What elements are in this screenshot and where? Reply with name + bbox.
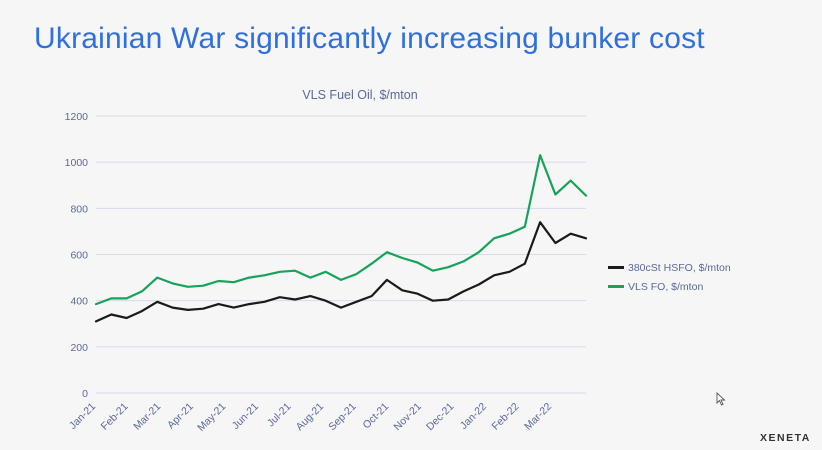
series-line-hsfo [94, 221, 588, 323]
y-axis-tick-labels: 0 200 400 600 800 1000 1200 [65, 111, 89, 400]
x-tick-label: Feb-21 [99, 401, 131, 433]
x-tick-label: Jul-21 [265, 401, 294, 430]
y-tick-label: 1000 [65, 157, 89, 169]
y-tick-label: 400 [70, 296, 88, 308]
mouse-cursor-icon [716, 392, 726, 406]
y-tick-label: 800 [70, 203, 88, 215]
x-tick-label: Jan-22 [458, 401, 489, 432]
x-tick-label: Jun-21 [230, 401, 261, 432]
legend-label-hsfo: 380cSt HSFO, $/mton [628, 261, 731, 274]
legend-item-hsfo: 380cSt HSFO, $/mton [608, 258, 731, 277]
chart-gridlines [96, 115, 586, 394]
x-axis-tick-labels: Jan-21 Feb-21 Mar-21 Apr-21 May-21 Jun-21 Jul-… [67, 401, 554, 434]
y-tick-label: 0 [82, 388, 88, 400]
series-line-vlsfo [94, 154, 588, 306]
x-tick-label: Mar-21 [131, 401, 163, 433]
x-tick-label: Mar-22 [522, 401, 554, 433]
chart-title: VLS Fuel Oil, $/mton [302, 88, 418, 102]
y-tick-label: 200 [70, 342, 88, 354]
y-tick-label: 600 [70, 250, 88, 262]
chart-legend: 380cSt HSFO, $/mton VLS FO, $/mton [608, 258, 731, 296]
x-tick-label: Aug-21 [294, 401, 327, 434]
legend-swatch-hsfo [608, 266, 624, 269]
x-tick-label: May-21 [195, 401, 228, 434]
y-tick-label: 1200 [65, 111, 89, 123]
legend-swatch-vlsfo [608, 285, 624, 288]
legend-label-vlsfo: VLS FO, $/mton [628, 280, 704, 293]
x-tick-label: Apr-21 [165, 401, 196, 432]
x-tick-label: Sep-21 [326, 401, 359, 434]
x-tick-label: Nov-21 [391, 401, 424, 434]
chart-series-lines [94, 154, 588, 323]
x-tick-label: Feb-22 [490, 401, 522, 433]
x-tick-label: Dec-21 [424, 401, 457, 434]
x-tick-label: Oct-21 [360, 401, 391, 432]
slide-headline: Ukrainian War significantly increasing b… [34, 22, 705, 55]
xeneta-logo: XENETA [760, 432, 811, 444]
legend-item-vlsfo: VLS FO, $/mton [608, 277, 731, 296]
x-tick-label: Jan-21 [67, 401, 98, 432]
